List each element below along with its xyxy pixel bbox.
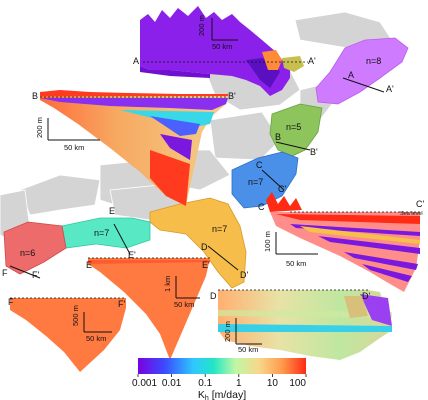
section-A-scale-v: 200 m <box>197 15 206 36</box>
section-E-scale-h: 50 km <box>174 300 194 309</box>
map-label-E-count: n=7 <box>94 228 109 238</box>
map-label-A-end: A' <box>386 84 394 94</box>
section-E-end-label: E' <box>202 260 210 270</box>
section-D-start-label: D <box>210 291 217 301</box>
map-label-C-end: C' <box>278 184 286 194</box>
cross-section-B: B B' 200 m 50 km <box>32 90 236 206</box>
section-D-scale-v: 200 m <box>223 321 232 342</box>
colorbar-tick-label: 100 <box>289 378 306 389</box>
map-label-D-end: D' <box>240 270 248 280</box>
map-label-A-start: A <box>348 70 354 80</box>
section-F-start-label: F <box>8 297 14 307</box>
cross-section-D: D D' 200 m 50 km <box>210 289 392 360</box>
region-F <box>3 221 67 279</box>
section-B-scale-h: 50 km <box>64 143 84 152</box>
map-label-F-count: n=6 <box>20 248 35 258</box>
map-label-D-start: D <box>201 242 208 252</box>
section-F-scale: 500 m 50 km <box>71 305 112 343</box>
colorbar-label: Kh [m/day] <box>198 389 246 400</box>
colorbar-tick-label: 0.01 <box>162 378 182 389</box>
cross-section-E: E E' 1 km 50 km <box>86 257 210 360</box>
section-C-scale-v: 100 m <box>263 231 272 252</box>
section-B-start-label: B <box>32 91 38 101</box>
colorbar-tick-label: 0.001 <box>132 378 157 389</box>
section-E-scale-v: 1 km <box>163 276 172 292</box>
map-label-A-count: n=8 <box>366 56 381 66</box>
colorbar-tick-label: 10 <box>267 378 279 389</box>
colorbar-label-main: K <box>198 389 205 400</box>
section-B-scale-v: 200 m <box>35 117 44 138</box>
colorbar: 0.001 0.01 0.1 1 10 100 Kh [m/day] <box>132 358 306 400</box>
region-B <box>269 103 323 157</box>
section-A-start-label: A <box>133 56 139 66</box>
region-D <box>149 197 247 289</box>
section-E-scale: 1 km 50 km <box>163 276 200 309</box>
section-C-start-label: C <box>258 202 265 212</box>
map-label-F-start: F <box>2 268 8 278</box>
colorbar-tick-label: 1 <box>236 378 242 389</box>
map-label-D-count: n=7 <box>212 224 227 234</box>
section-D-scale-h: 50 km <box>238 345 258 354</box>
colorbar-ticks: 0.001 0.01 0.1 1 10 100 <box>132 374 306 389</box>
section-D-scale: 200 m 50 km <box>223 318 262 354</box>
colorbar-gradient <box>138 358 306 374</box>
section-B-end-label: B' <box>228 91 236 101</box>
map-label-B-end: B' <box>310 147 318 157</box>
map-label-C-count: n=7 <box>248 177 263 187</box>
section-F-scale-v: 500 m <box>71 305 80 326</box>
map-labels: A A' n=8 B B' n=5 C C' n=7 D D' n=7 E E'… <box>2 56 394 280</box>
section-C-scale: 100 m 50 km <box>263 231 318 268</box>
section-A-end-label: A' <box>308 56 316 66</box>
section-C-end-label: C' <box>416 199 424 209</box>
colorbar-label-sub: h <box>205 395 209 400</box>
section-A-scale-h: 50 km <box>212 42 232 51</box>
cross-section-F: F F' 500 m 50 km <box>8 297 126 372</box>
map-label-E-end: E' <box>128 250 136 260</box>
region-E <box>61 217 151 255</box>
section-A-scale: 200 m 50 km <box>197 15 238 51</box>
map-label-B-start: B <box>275 132 281 142</box>
section-B-scale: 200 m 50 km <box>35 117 100 152</box>
cross-section-C: C C' Sea level 100 m 50 km <box>258 192 424 292</box>
region-A <box>315 37 409 105</box>
section-C-sea-level: Sea level <box>400 211 423 217</box>
colorbar-tick-label: 0.1 <box>198 378 212 389</box>
map-label-E-start: E <box>109 206 115 216</box>
section-F-end-label: F' <box>118 299 125 309</box>
map-label-C-start: C <box>256 160 263 170</box>
section-C-scale-h: 50 km <box>286 259 306 268</box>
map-label-F-end: F' <box>32 270 39 280</box>
section-E-start-label: E <box>86 260 92 270</box>
map-label-B-count: n=5 <box>286 122 301 132</box>
section-F-scale-h: 50 km <box>86 334 106 343</box>
section-D-end-label: D' <box>362 291 370 301</box>
cross-section-A: A A' 200 m 50 km <box>133 6 316 96</box>
colorbar-label-unit: [m/day] <box>209 389 246 400</box>
region-C <box>231 151 299 209</box>
